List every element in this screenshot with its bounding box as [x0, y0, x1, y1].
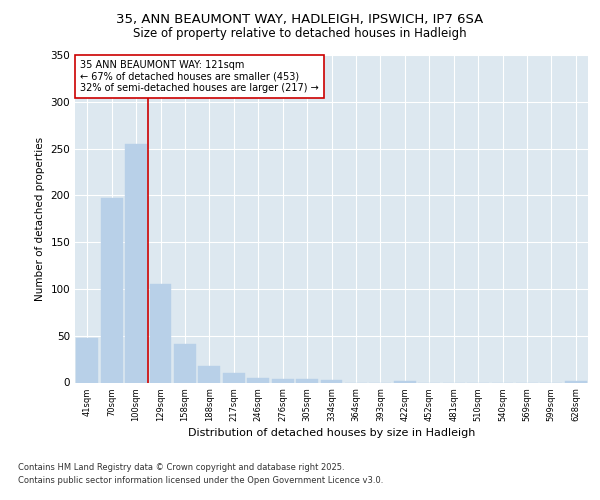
Bar	[296, 379, 318, 382]
Bar	[76, 338, 98, 382]
Bar	[320, 380, 343, 382]
Bar	[174, 344, 196, 383]
Bar	[223, 373, 245, 382]
Text: Size of property relative to detached houses in Hadleigh: Size of property relative to detached ho…	[133, 28, 467, 40]
Text: 35 ANN BEAUMONT WAY: 121sqm
← 67% of detached houses are smaller (453)
32% of se: 35 ANN BEAUMONT WAY: 121sqm ← 67% of det…	[80, 60, 319, 93]
Bar	[149, 284, 172, 382]
Text: 35, ANN BEAUMONT WAY, HADLEIGH, IPSWICH, IP7 6SA: 35, ANN BEAUMONT WAY, HADLEIGH, IPSWICH,…	[116, 12, 484, 26]
X-axis label: Distribution of detached houses by size in Hadleigh: Distribution of detached houses by size …	[188, 428, 475, 438]
Bar	[247, 378, 269, 382]
Y-axis label: Number of detached properties: Number of detached properties	[35, 136, 45, 301]
Text: Contains HM Land Registry data © Crown copyright and database right 2025.: Contains HM Land Registry data © Crown c…	[18, 462, 344, 471]
Text: Contains public sector information licensed under the Open Government Licence v3: Contains public sector information licen…	[18, 476, 383, 485]
Bar	[199, 366, 220, 382]
Bar	[125, 144, 147, 382]
Bar	[394, 380, 416, 382]
Bar	[565, 380, 587, 382]
Bar	[272, 379, 293, 382]
Bar	[101, 198, 122, 382]
